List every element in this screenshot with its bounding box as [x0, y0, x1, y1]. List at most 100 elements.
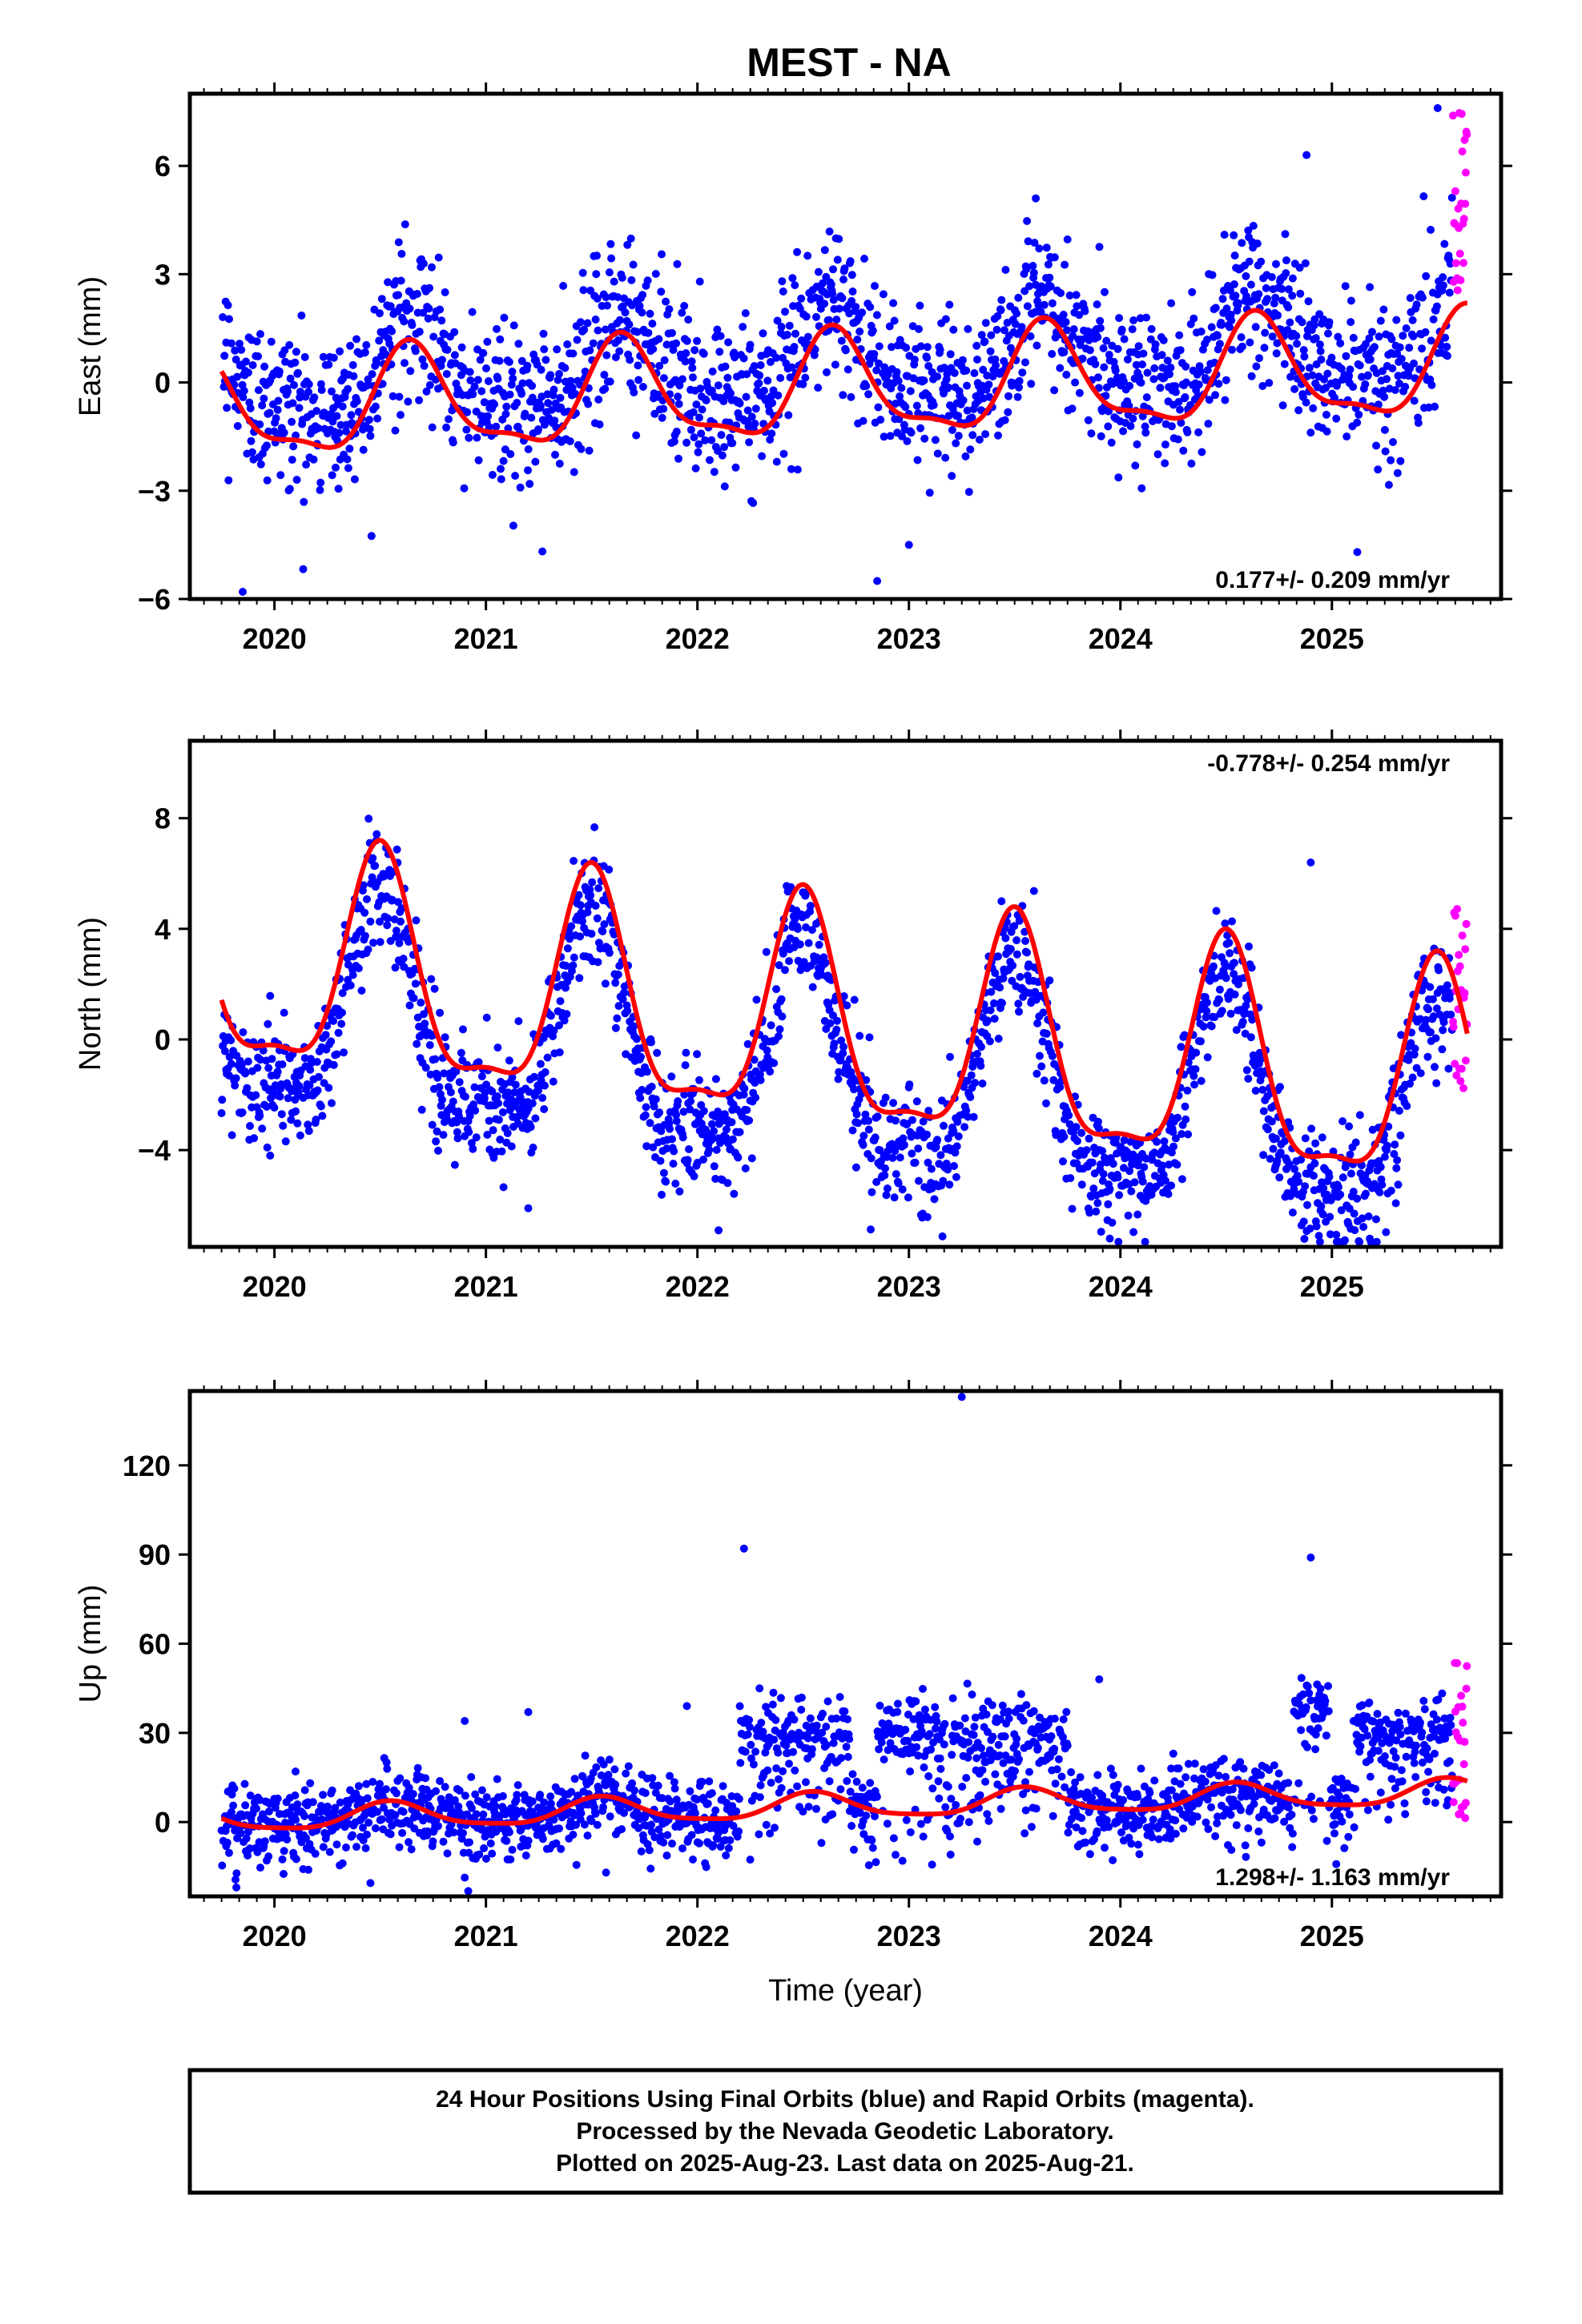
final-point — [1084, 416, 1093, 424]
final-point — [594, 326, 602, 335]
final-point — [494, 1116, 503, 1124]
final-point — [546, 1792, 555, 1801]
rapid-point — [1451, 187, 1459, 195]
final-point — [654, 1781, 662, 1790]
final-point — [503, 1129, 512, 1137]
final-point — [988, 372, 997, 381]
final-point — [1294, 406, 1303, 415]
final-point — [1263, 1125, 1272, 1134]
final-point — [229, 1801, 238, 1810]
final-point — [1069, 325, 1078, 334]
final-point — [669, 346, 678, 354]
final-point — [854, 1119, 863, 1128]
final-point — [432, 1787, 441, 1795]
final-point — [1310, 1159, 1319, 1168]
final-point — [1104, 1200, 1113, 1208]
final-point — [1033, 1069, 1041, 1078]
final-point — [395, 1843, 404, 1852]
final-point — [1147, 324, 1156, 333]
final-point — [879, 290, 888, 299]
final-point — [1237, 333, 1246, 342]
final-point — [681, 357, 690, 366]
final-point — [1063, 326, 1071, 335]
final-point — [585, 446, 594, 455]
final-point — [465, 433, 473, 442]
final-point — [424, 314, 433, 323]
final-point — [745, 1116, 754, 1125]
final-point — [641, 1789, 650, 1797]
final-point — [227, 1036, 235, 1044]
final-point — [1181, 378, 1190, 387]
final-point — [766, 1068, 775, 1076]
final-point — [354, 964, 363, 973]
final-point — [791, 281, 799, 290]
outlier-point — [715, 1226, 723, 1235]
final-point — [270, 427, 279, 436]
final-point — [318, 1112, 327, 1120]
final-point — [1445, 288, 1454, 297]
final-point — [888, 1153, 897, 1162]
final-point — [1015, 1007, 1023, 1016]
final-point — [686, 425, 695, 434]
final-point — [742, 392, 751, 401]
final-point — [785, 321, 794, 330]
final-point — [553, 376, 562, 384]
final-point — [905, 1080, 914, 1089]
final-point — [1204, 420, 1213, 428]
final-point — [391, 963, 400, 972]
final-point — [950, 368, 959, 377]
final-point — [648, 1774, 657, 1783]
final-point — [395, 392, 404, 401]
final-point — [1312, 1222, 1321, 1231]
final-point — [1404, 372, 1413, 380]
final-point — [296, 388, 304, 396]
final-point — [231, 1074, 240, 1083]
final-point — [920, 376, 928, 385]
final-point — [783, 331, 791, 339]
final-point — [394, 291, 403, 300]
final-point — [741, 1747, 750, 1756]
final-point — [435, 1083, 444, 1092]
final-point — [973, 356, 981, 364]
final-point — [471, 1106, 480, 1115]
final-point — [273, 1068, 282, 1076]
final-point — [250, 1134, 259, 1143]
final-point — [543, 1053, 552, 1062]
final-point — [429, 332, 438, 341]
final-point — [1380, 1152, 1389, 1161]
final-point — [671, 1180, 680, 1188]
final-point — [1230, 251, 1239, 260]
final-point — [673, 259, 682, 268]
final-point — [237, 1060, 246, 1069]
x-tick-label: 2021 — [454, 1270, 518, 1303]
final-point — [310, 393, 319, 402]
final-point — [1355, 361, 1364, 370]
final-point — [574, 891, 583, 899]
final-point — [908, 1149, 916, 1158]
final-point — [662, 297, 670, 306]
final-point — [1284, 303, 1293, 312]
final-point — [591, 1809, 600, 1818]
final-point — [397, 250, 406, 258]
final-point — [889, 1099, 898, 1108]
final-point — [1310, 321, 1318, 330]
final-point — [538, 1094, 547, 1102]
final-point — [831, 360, 839, 369]
final-point — [614, 1002, 623, 1011]
final-point — [566, 935, 574, 943]
final-point — [1286, 318, 1294, 327]
final-point — [1395, 379, 1403, 388]
final-point — [680, 1090, 689, 1099]
final-point — [611, 979, 620, 987]
final-point — [1012, 936, 1021, 945]
final-point — [719, 1782, 727, 1791]
final-point — [308, 1798, 317, 1807]
final-point — [992, 325, 1001, 334]
final-point — [566, 437, 574, 445]
final-point — [1222, 974, 1230, 983]
final-point — [1230, 959, 1238, 967]
final-point — [536, 1791, 545, 1799]
final-point — [591, 902, 600, 910]
final-point — [536, 1059, 545, 1068]
final-point — [1177, 419, 1185, 427]
